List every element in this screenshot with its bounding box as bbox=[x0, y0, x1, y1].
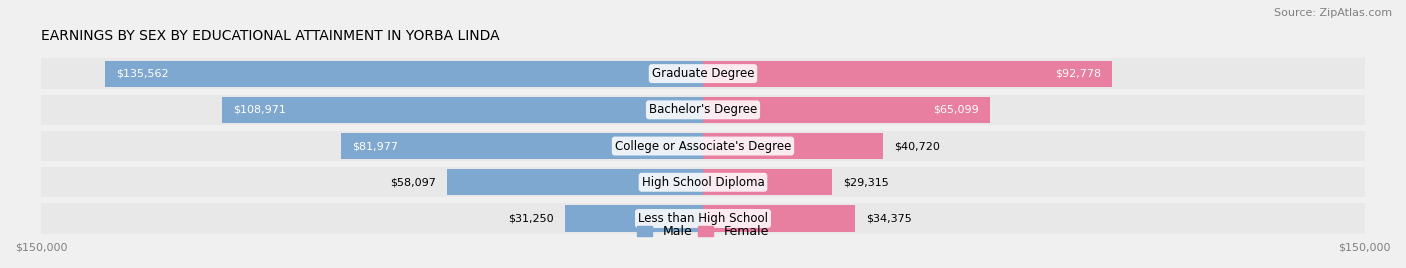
Text: $92,778: $92,778 bbox=[1054, 69, 1101, 79]
Bar bbox=[703, 206, 855, 232]
Bar bbox=[703, 169, 832, 195]
Bar bbox=[342, 133, 703, 159]
Bar bbox=[41, 167, 1365, 198]
Text: Bachelor's Degree: Bachelor's Degree bbox=[650, 103, 756, 116]
Text: College or Associate's Degree: College or Associate's Degree bbox=[614, 140, 792, 152]
Text: Less than High School: Less than High School bbox=[638, 212, 768, 225]
Legend: Male, Female: Male, Female bbox=[633, 220, 773, 243]
Text: $65,099: $65,099 bbox=[934, 105, 979, 115]
Text: $58,097: $58,097 bbox=[389, 177, 436, 187]
Text: $40,720: $40,720 bbox=[894, 141, 939, 151]
Bar bbox=[41, 58, 1365, 89]
Text: Graduate Degree: Graduate Degree bbox=[652, 67, 754, 80]
Bar bbox=[703, 61, 1112, 87]
Bar bbox=[565, 206, 703, 232]
Text: EARNINGS BY SEX BY EDUCATIONAL ATTAINMENT IN YORBA LINDA: EARNINGS BY SEX BY EDUCATIONAL ATTAINMEN… bbox=[41, 29, 501, 43]
Text: $108,971: $108,971 bbox=[233, 105, 287, 115]
Bar bbox=[41, 131, 1365, 161]
Text: $81,977: $81,977 bbox=[353, 141, 398, 151]
Text: $31,250: $31,250 bbox=[509, 214, 554, 224]
Text: $29,315: $29,315 bbox=[844, 177, 889, 187]
Bar bbox=[447, 169, 703, 195]
Text: Source: ZipAtlas.com: Source: ZipAtlas.com bbox=[1274, 8, 1392, 18]
Bar bbox=[703, 133, 883, 159]
Bar bbox=[222, 97, 703, 123]
Bar bbox=[41, 95, 1365, 125]
Text: $135,562: $135,562 bbox=[115, 69, 169, 79]
Bar bbox=[105, 61, 703, 87]
Bar bbox=[703, 97, 990, 123]
Text: High School Diploma: High School Diploma bbox=[641, 176, 765, 189]
Text: $34,375: $34,375 bbox=[866, 214, 911, 224]
Bar bbox=[41, 203, 1365, 234]
